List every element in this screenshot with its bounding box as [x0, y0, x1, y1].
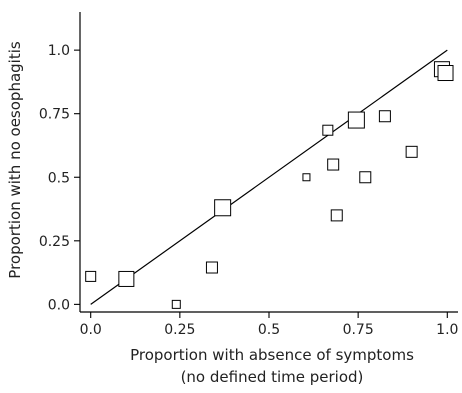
- plot-area: 0.0 0.25 0.5 0.75 1.0 0.0 0.25 0.5 0.75 1.0: [39, 12, 458, 338]
- data-point: [214, 199, 232, 217]
- y-tick-label: 0.5: [48, 170, 70, 186]
- x-axis-label: Proportion with absence of symptoms: [130, 346, 414, 364]
- x-tick-label: 0.75: [343, 322, 374, 338]
- y-axis-label: Proportion with no oesophagitis: [6, 41, 24, 279]
- data-point: [378, 110, 391, 123]
- x-tick-label: 0.0: [80, 322, 102, 338]
- data-point: [405, 145, 418, 158]
- y-tick-label: 0.0: [48, 297, 70, 313]
- data-point: [359, 171, 372, 184]
- x-tick-label: 1.0: [436, 322, 458, 338]
- y-tick-label: 0.25: [39, 234, 70, 250]
- reference-line: [90, 49, 448, 305]
- data-point: [205, 261, 218, 274]
- data-point: [85, 270, 97, 282]
- data-point: [118, 270, 135, 287]
- data-point: [347, 111, 365, 129]
- data-point: [330, 209, 343, 222]
- data-point: [171, 299, 181, 309]
- y-tick-label: 1.0: [48, 43, 70, 59]
- y-tick-label: 0.75: [39, 107, 70, 123]
- data-point: [327, 158, 340, 171]
- data-point: [302, 173, 311, 182]
- x-tick-label: 0.25: [164, 322, 195, 338]
- data-point: [437, 65, 454, 82]
- data-point: [322, 124, 334, 136]
- x-tick-label: 0.5: [258, 322, 280, 338]
- x-axis-label-line2: (no defined time period): [181, 368, 364, 386]
